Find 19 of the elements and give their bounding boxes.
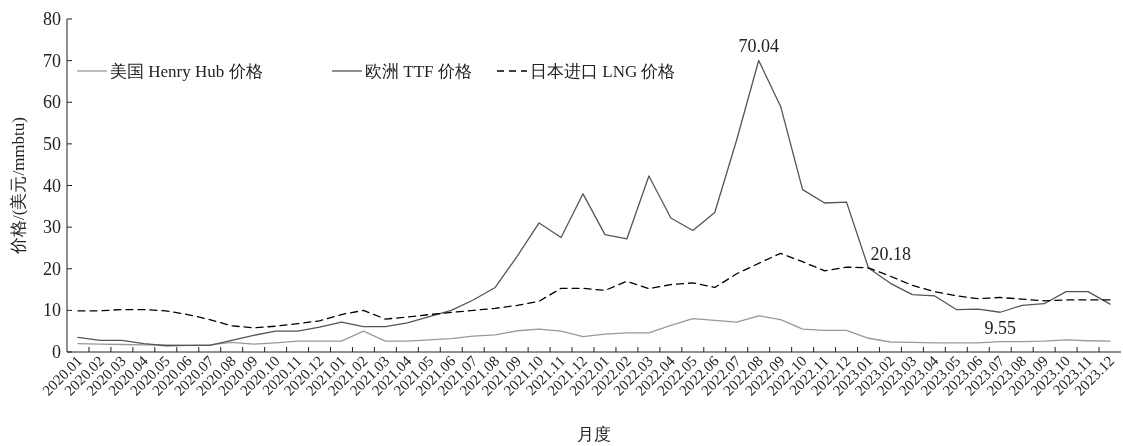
line-series [77, 315, 1111, 346]
y-tick-label: 20 [43, 258, 61, 279]
y-tick-label: 30 [43, 217, 61, 238]
y-tick-label: 60 [43, 92, 61, 113]
annotation: 20.18 [870, 244, 911, 264]
y-tick-label: 70 [43, 50, 61, 71]
line-series [77, 59, 1111, 347]
y-tick-label: 10 [43, 300, 61, 321]
y-tick-label: 50 [43, 133, 61, 154]
legend-label: 日本进口 LNG 价格 [530, 62, 676, 81]
y-tick-label: 40 [43, 175, 61, 196]
annotation: 70.04 [738, 36, 779, 57]
annotation: 9.55 [984, 318, 1016, 339]
y-axis-title: 价格/(美元/mmbtu) [9, 117, 28, 255]
legend-label: 美国 Henry Hub 价格 [110, 62, 263, 81]
y-tick-label: 80 [43, 9, 61, 29]
y-tick-label: 0 [52, 342, 61, 362]
x-axis-title: 月度 [577, 425, 611, 444]
legend-label: 欧洲 TTF 价格 [365, 62, 472, 81]
